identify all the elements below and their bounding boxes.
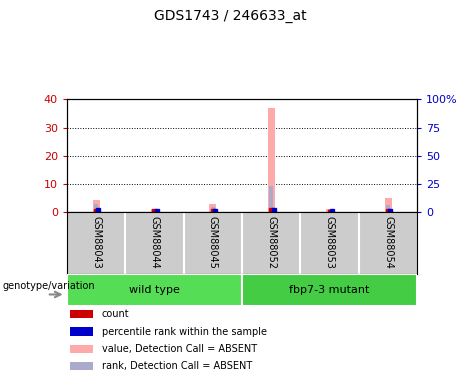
Bar (242, 274, 417, 306)
Bar (209, 204, 216, 212)
Text: GSM88044: GSM88044 (149, 216, 160, 269)
Bar (328, 209, 331, 212)
Bar (151, 209, 158, 212)
Text: count: count (102, 309, 130, 319)
Bar (71, 310, 94, 318)
Text: GSM88043: GSM88043 (91, 216, 101, 269)
Text: GSM88053: GSM88053 (325, 216, 335, 269)
Bar (67, 274, 242, 306)
Text: GSM88054: GSM88054 (383, 216, 393, 269)
Bar (95, 204, 98, 212)
Text: value, Detection Call = ABSENT: value, Detection Call = ABSENT (102, 344, 257, 354)
Bar (211, 207, 214, 212)
Text: fbp7-3 mutant: fbp7-3 mutant (290, 285, 370, 295)
Bar (384, 198, 391, 212)
Bar (71, 345, 94, 353)
Bar (270, 186, 273, 212)
Text: percentile rank within the sample: percentile rank within the sample (102, 327, 267, 337)
Bar (386, 205, 390, 212)
Bar (93, 200, 100, 212)
Bar (268, 108, 275, 212)
Bar (153, 209, 156, 212)
Text: GSM88052: GSM88052 (266, 216, 276, 269)
Text: genotype/variation: genotype/variation (2, 281, 95, 291)
Text: GDS1743 / 246633_at: GDS1743 / 246633_at (154, 9, 307, 23)
Text: GSM88045: GSM88045 (208, 216, 218, 269)
Bar (326, 209, 333, 212)
Text: wild type: wild type (129, 285, 180, 295)
Text: rank, Detection Call = ABSENT: rank, Detection Call = ABSENT (102, 362, 252, 371)
Bar (71, 362, 94, 370)
Bar (71, 327, 94, 336)
